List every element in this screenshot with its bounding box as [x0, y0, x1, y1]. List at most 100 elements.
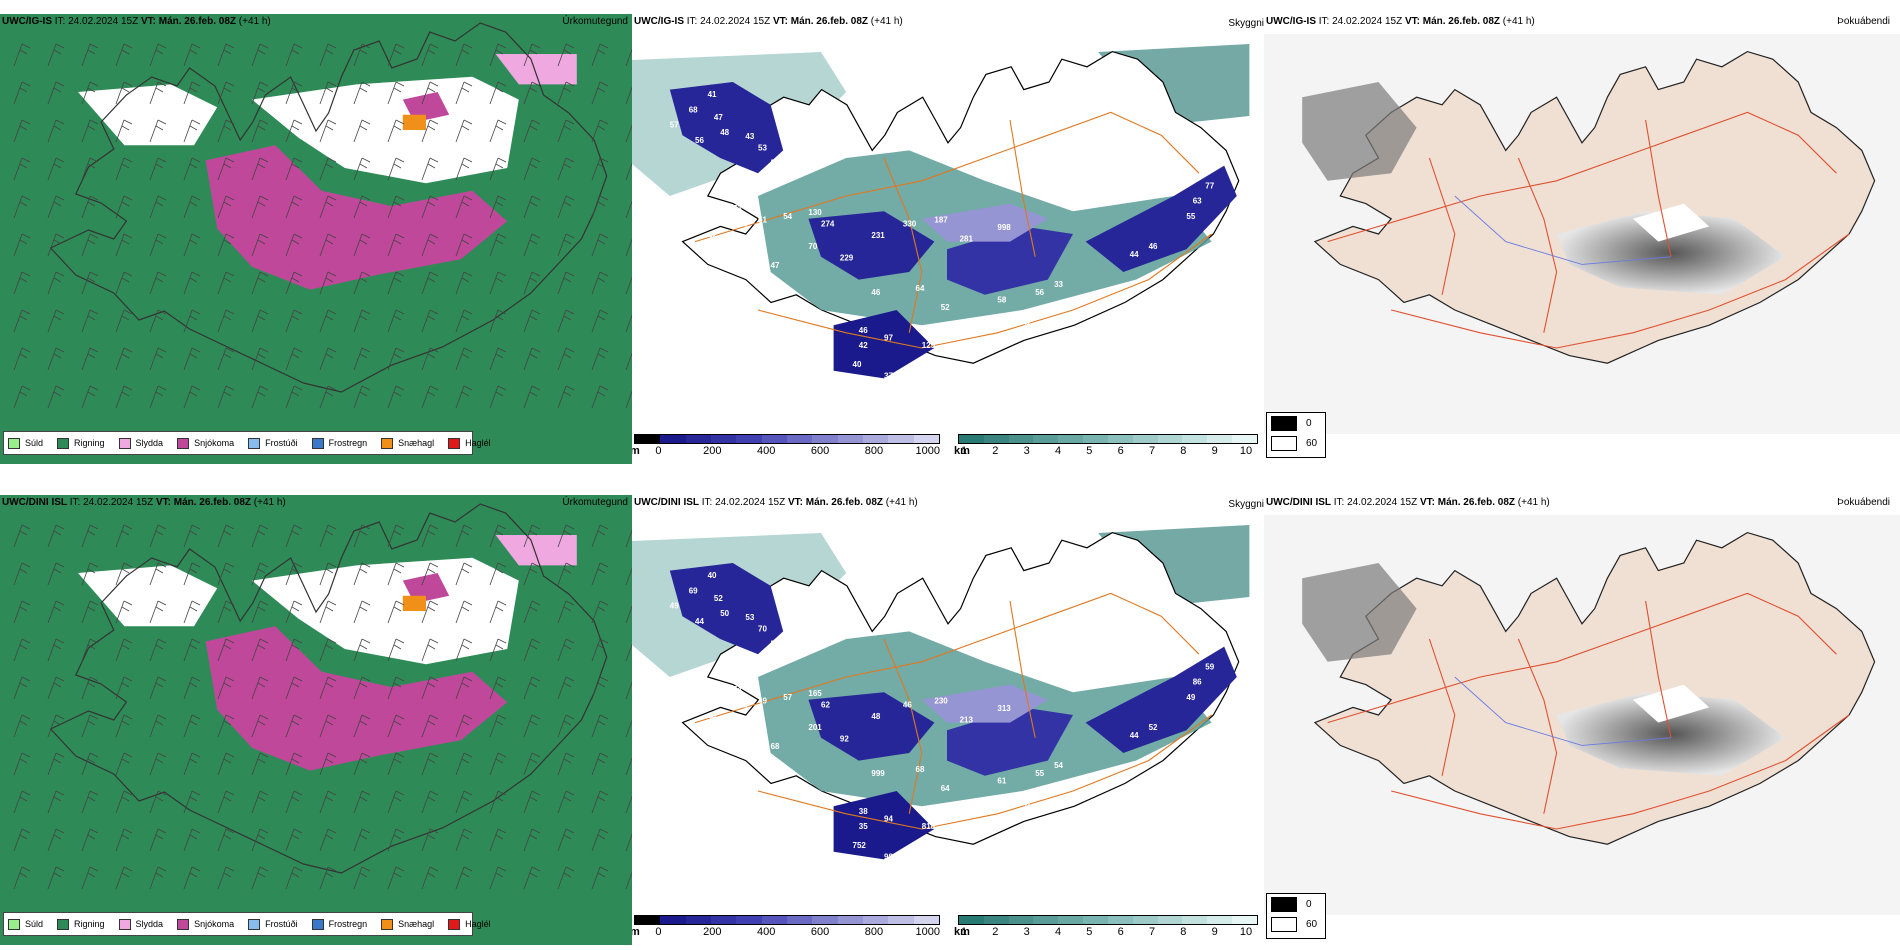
ceiling-value-label: 230: [934, 697, 948, 706]
ceiling-value-label: 52: [1149, 723, 1158, 732]
ceiling-value-label: 69: [689, 586, 698, 595]
fog-legend-item: 0: [1267, 894, 1325, 914]
ceiling-value-label: 48: [720, 128, 729, 137]
visibility-tick-labels: 1 2 3 4 5 6 7 8 9 10: [958, 445, 1258, 457]
wind-barb-icon: [115, 828, 133, 852]
wind-barb-icon: [455, 233, 473, 257]
wind-barb-icon: [115, 347, 133, 371]
wind-barb-icon: [421, 790, 439, 814]
wind-barb-icon: [285, 866, 303, 890]
legend-item-haglél: Haglél: [448, 437, 491, 449]
ceiling-value-label: 92: [840, 735, 849, 744]
ceiling-value-label: 97: [884, 333, 893, 342]
fog-legend-label: 60: [1306, 437, 1318, 449]
wind-barb-icon: [523, 790, 541, 814]
road-line: [883, 638, 923, 814]
wind-barb-icon: [455, 752, 473, 776]
ceiling-value-label: 57: [670, 121, 679, 130]
wind-barb-icon: [455, 347, 473, 371]
wind-barb-icon: [217, 524, 235, 548]
wind-barb-icon: [251, 233, 269, 257]
ceiling-value-label: 100: [733, 295, 747, 304]
wind-barb-icon: [149, 157, 167, 181]
wind-barb-icon: [285, 43, 303, 67]
fog-legend-item: 0: [1267, 413, 1325, 433]
wind-barb-icon: [591, 676, 609, 700]
wind-barb-icon: [353, 119, 371, 143]
color-cell: [1207, 916, 1233, 924]
wind-barb-icon: [489, 752, 507, 776]
ceiling-value-label: 44: [1130, 731, 1139, 740]
legend-label: Frostúði: [265, 919, 298, 929]
wind-barb-icon: [319, 752, 337, 776]
ceiling-value-label: 68: [771, 742, 780, 751]
ceiling-value-label: 330: [903, 219, 917, 228]
legend-item-rigning: Rigning: [57, 437, 105, 449]
legend-label: Frostúði: [265, 438, 298, 448]
wind-barb-icon: [81, 233, 99, 257]
wind-barb-icon: [523, 157, 541, 181]
road-line: [757, 233, 1212, 349]
wind-barb-icon: [251, 347, 269, 371]
visibility-header-row2: UWC/DINI ISL IT: 24.02.2024 15Z VT: Mán.…: [634, 497, 918, 508]
wind-barb-icon: [489, 347, 507, 371]
wind-barb-icon: [523, 600, 541, 624]
wind-barb-icon: [455, 195, 473, 219]
wind-barb-icon: [13, 714, 31, 738]
legend-label: Frostregn: [328, 438, 368, 448]
wind-barb-icon: [13, 43, 31, 67]
fog-legend-item: 60: [1267, 433, 1325, 453]
wind-barb-icon: [285, 828, 303, 852]
wind-barb-icon: [421, 638, 439, 662]
wind-barb-icon: [387, 638, 405, 662]
wind-barb-icon: [81, 600, 99, 624]
road-line: [1645, 600, 1672, 738]
wind-barb-icon: [319, 790, 337, 814]
tick-label: 600: [810, 926, 830, 938]
road-line: [1428, 157, 1456, 295]
legend-swatch: [8, 437, 20, 449]
ceiling-value-label: 213: [960, 716, 974, 725]
wind-barb-icon: [81, 271, 99, 295]
wind-barb-icon: [387, 43, 405, 67]
legend-swatch: [448, 918, 461, 930]
wind-barb-icon: [557, 43, 575, 67]
road-line: [694, 592, 1200, 724]
wind-barb-icon: [523, 562, 541, 586]
wind-barb-icon: [217, 309, 235, 333]
wind-barb-icon: [353, 309, 371, 333]
precip-panel-row1: UWC/IG-IS IT: 24.02.2024 15Z VT: Mán. 26…: [0, 14, 632, 464]
color-cell: [1083, 435, 1108, 443]
it-value: 24.02.2024 15Z: [1347, 497, 1418, 508]
wind-barb-icon: [387, 562, 405, 586]
wind-barb-icon: [625, 86, 632, 105]
wind-barb-icon: [251, 828, 269, 852]
legend-label: Frostregn: [328, 919, 368, 929]
wind-barb-icon: [115, 157, 133, 181]
wind-barb-icon: [285, 600, 303, 624]
ceiling-value-label: 46: [903, 700, 912, 709]
tick-label: 2: [992, 445, 999, 457]
wind-barb-icon: [387, 157, 405, 181]
wind-barb-icon: [387, 233, 405, 257]
wind-barb-icon: [353, 562, 371, 586]
road-line: [1428, 638, 1456, 776]
wind-barb-icon: [387, 119, 405, 143]
ceiling-color-cells: [634, 434, 940, 444]
wind-barb-icon: [421, 81, 439, 105]
ceiling-value-label: 64: [941, 784, 950, 793]
legend-swatch: [177, 918, 190, 930]
low-ceiling-area: [1085, 165, 1237, 272]
wind-barb-icon: [455, 309, 473, 333]
ceiling-value-label: 229: [840, 254, 854, 263]
color-cell: [710, 435, 737, 443]
wind-barb-icon: [591, 638, 609, 662]
wind-barb-icon: [149, 195, 167, 219]
wind-barb-icon: [81, 119, 99, 143]
wind-barb-icon: [557, 385, 575, 409]
wind-barb-icon: [149, 524, 167, 548]
wind-barb-icon: [353, 752, 371, 776]
wind-barb-icon: [183, 385, 201, 409]
snow-area: [205, 626, 508, 771]
wind-barb-icon: [115, 195, 133, 219]
